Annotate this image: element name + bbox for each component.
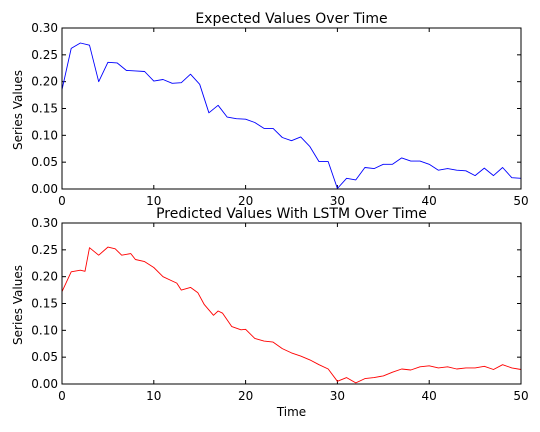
x-tick-label: 40 — [422, 194, 437, 208]
x-tick-label: 30 — [330, 194, 345, 208]
y-tick-label: 0.20 — [31, 270, 58, 284]
x-tick-label: 50 — [513, 194, 528, 208]
y-tick-label: 0.25 — [31, 48, 58, 62]
x-tick-label: 40 — [422, 389, 437, 403]
y-tick-label: 0.15 — [31, 297, 58, 311]
y-axis-label: Series Values — [11, 70, 25, 150]
y-tick-label: 0.05 — [31, 350, 58, 364]
predicted-values-chart: Predicted Values With LSTM Over Time Ser… — [11, 206, 529, 419]
x-tick-label: 10 — [146, 194, 161, 208]
x-tick-label: 0 — [58, 389, 66, 403]
y-tick-label: 0.10 — [31, 128, 58, 142]
series-line-expected — [61, 42, 522, 189]
x-tick-label: 50 — [513, 389, 528, 403]
axis-ticks: 0 10 20 30 40 50 0.00 0.05 0.10 0.15 0.20 0.25 0.30 — [31, 21, 528, 208]
y-tick-label: 0.30 — [31, 21, 58, 35]
x-tick-label: 10 — [146, 389, 161, 403]
chart-title: Predicted Values With LSTM Over Time — [156, 206, 427, 222]
y-tick-label: 0.00 — [31, 182, 58, 196]
y-tick-label: 0.30 — [31, 216, 58, 230]
y-axis-label: Series Values — [11, 265, 25, 345]
y-tick-label: 0.20 — [31, 75, 58, 89]
x-tick-label: 0 — [58, 194, 66, 208]
x-tick-label: 20 — [238, 194, 253, 208]
chart-title: Expected Values Over Time — [195, 11, 387, 27]
y-tick-label: 0.00 — [31, 377, 58, 391]
plot-area-frame — [61, 27, 522, 190]
y-tick-label: 0.10 — [31, 323, 58, 337]
axis-ticks: 0 10 20 30 40 50 0.00 0.05 0.10 0.15 0.20 0.25 0.30 — [31, 216, 528, 403]
y-tick-label: 0.25 — [31, 243, 58, 257]
expected-values-chart: Expected Values Over Time Series Values … — [11, 11, 529, 208]
y-tick-label: 0.15 — [31, 102, 58, 116]
x-tick-label: 30 — [330, 389, 345, 403]
x-tick-label: 20 — [238, 389, 253, 403]
plot-area-frame — [61, 222, 522, 385]
x-axis-label: Time — [276, 405, 306, 419]
series-line-predicted — [61, 246, 522, 384]
y-tick-label: 0.05 — [31, 155, 58, 169]
